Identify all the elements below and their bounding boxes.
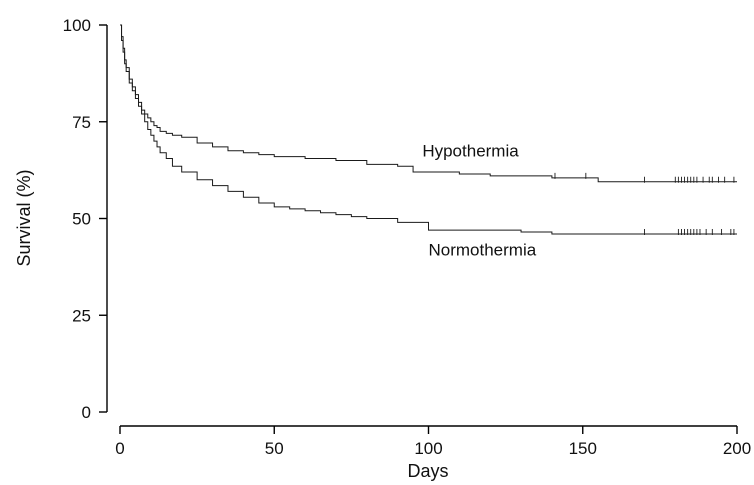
x-tick-label: 50 [265, 439, 284, 458]
chart-axes [106, 25, 737, 427]
x-axis-title: Days [407, 461, 448, 481]
survival-curves [120, 24, 737, 235]
series-labels: Hypothermia Normothermia [422, 142, 536, 260]
series-line-hypothermia [120, 24, 737, 183]
y-tick-label: 0 [82, 403, 91, 422]
series-label-normothermia: Normothermia [429, 240, 537, 259]
x-tick-label: 100 [414, 439, 442, 458]
y-tick-label: 25 [72, 306, 91, 325]
x-tick-label: 200 [723, 439, 751, 458]
series-label-hypothermia: Hypothermia [422, 142, 519, 161]
x-tick-label: 150 [569, 439, 597, 458]
y-tick-label: 50 [72, 210, 91, 229]
series-line-normothermia [120, 24, 737, 235]
y-tick-label: 100 [63, 16, 91, 35]
x-tick-label: 0 [115, 439, 124, 458]
y-tick-label: 75 [72, 113, 91, 132]
x-ticks: 0 50 100 150 200 [115, 426, 751, 458]
y-ticks: 0 25 50 75 100 [63, 16, 107, 422]
y-axis-title: Survival (%) [14, 169, 34, 266]
